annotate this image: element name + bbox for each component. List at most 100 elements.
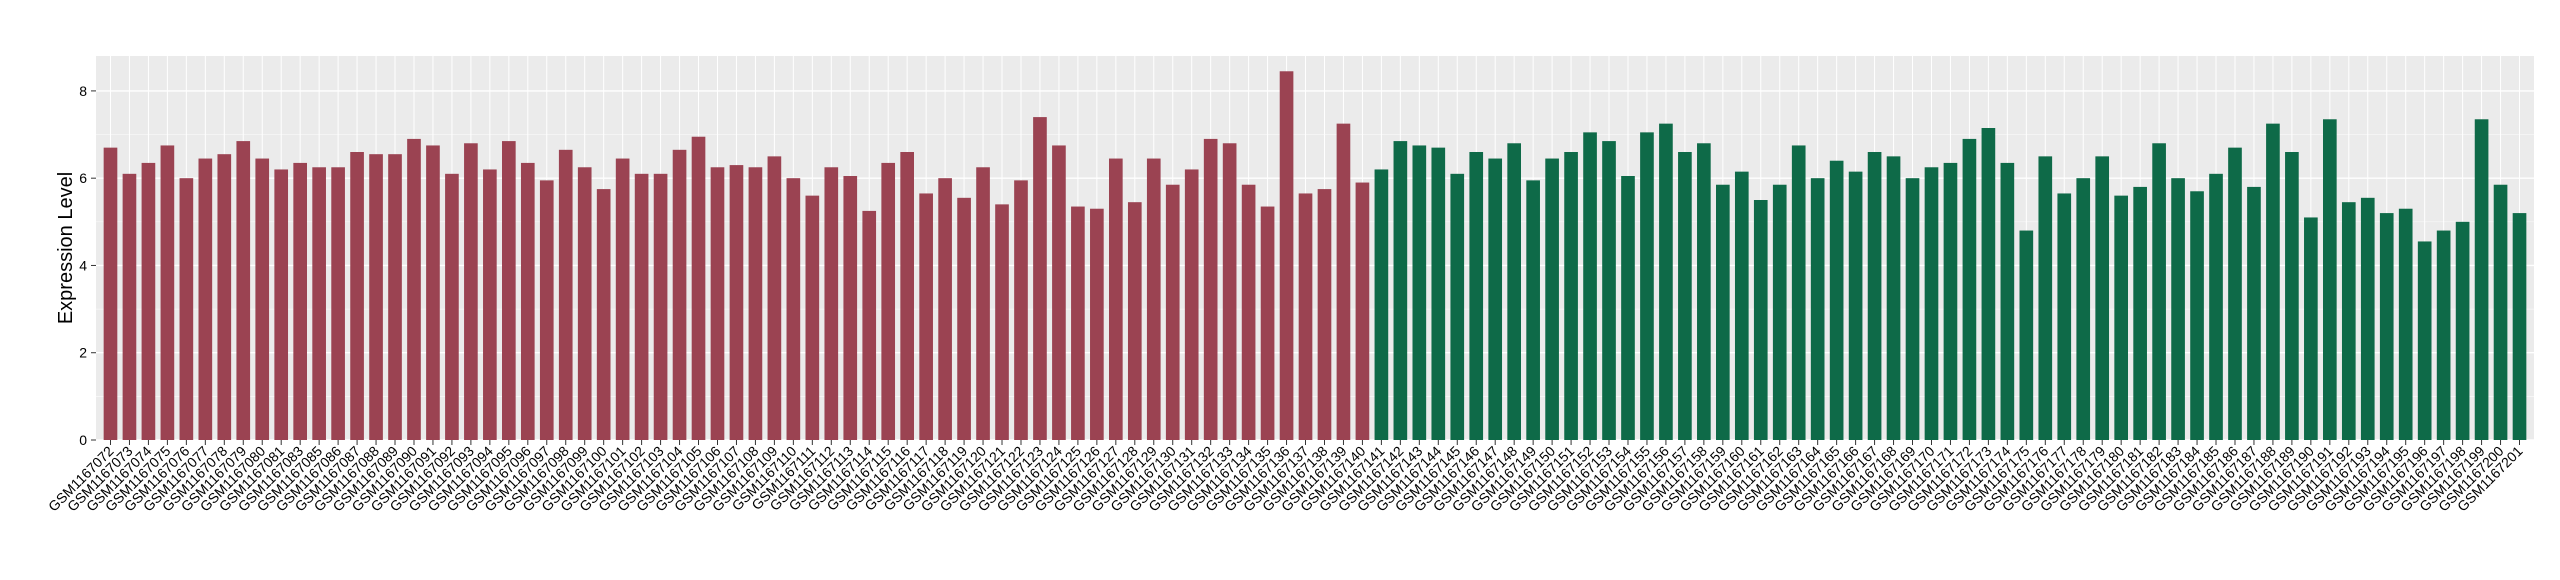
bar [160,145,175,441]
bar [236,141,251,440]
bar [976,167,990,441]
y-tick-label: 8 [79,83,87,99]
bar [900,152,915,440]
bar [596,189,611,440]
bar [1165,184,1180,440]
bar [2266,123,2280,441]
bar [2076,178,2091,440]
bar [1962,138,1977,440]
y-tick-label: 2 [79,345,87,361]
bar [2512,213,2527,440]
bar [2152,143,2166,441]
bar [2019,230,2034,440]
bar [729,165,744,440]
bar [1981,128,1996,440]
bar [1127,202,1142,440]
bar [464,143,478,441]
bar [1260,206,1275,440]
bar [2190,191,2204,440]
bar [957,197,971,440]
bar [2114,195,2129,440]
bar [1279,71,1294,440]
bar [805,195,820,440]
y-tick-label: 4 [79,257,87,273]
bar [103,147,118,441]
bar [1374,169,1389,441]
bar [312,167,326,441]
bar [1640,132,1654,440]
bar [1943,162,1958,440]
bar [1810,178,1825,440]
bar [1829,160,1844,440]
bar [501,141,516,440]
bar [1772,184,1787,440]
bar [919,193,933,440]
bar [1412,145,1427,441]
bar [1108,158,1123,440]
bar [2474,119,2489,440]
bar [1184,169,1199,441]
x-axis: GSM1167072GSM1167073GSM1167074GSM1167075… [45,440,2526,514]
bar [1450,173,1465,440]
bar [1393,141,1408,440]
bar [2341,202,2356,440]
bar [672,149,687,440]
bar [1090,208,1104,440]
bar [331,167,345,441]
bar [293,162,308,440]
bar [1071,206,1085,440]
bar [2228,147,2242,441]
bar [388,154,402,440]
bar [1734,171,1749,441]
bar [1317,189,1332,440]
bar [141,162,156,440]
bar [179,178,194,440]
y-axis-label: Expression Level [55,172,77,324]
bar [1355,182,1370,440]
bar [1697,143,1711,441]
bar [350,152,364,440]
bar [2304,217,2318,440]
bar [1583,132,1597,440]
bar [1469,152,1484,440]
bar [1488,158,1503,440]
bar [995,204,1009,440]
bar [2360,197,2375,440]
bar [710,167,725,441]
bar [122,173,137,440]
bar [577,167,592,441]
bar [1602,141,1616,440]
bar [2285,152,2299,440]
bar [483,169,497,441]
bar [2209,173,2223,440]
bar [2398,208,2413,440]
bar [558,149,573,440]
bar [2095,156,2110,440]
bar [2379,213,2394,440]
bar [198,158,213,440]
bar [1678,152,1692,440]
bar [2133,186,2147,440]
bar [1924,167,1939,441]
bar [2322,119,2337,440]
bar [2171,178,2185,440]
bar [1791,145,1806,441]
bar [2436,230,2451,440]
y-axis: 0 2 4 6 8 [79,83,96,448]
bar [938,178,952,440]
bar [1545,158,1559,440]
bar [539,180,554,440]
bar [1848,171,1863,441]
bar [786,178,801,440]
bar [1431,147,1446,441]
y-tick-label: 6 [79,170,87,186]
bar [1052,145,1066,441]
bar [1526,180,1540,440]
bars [103,71,2527,441]
bar [691,136,706,440]
bar [1621,176,1635,440]
bar [653,173,668,440]
bar [843,176,858,440]
bar [634,173,649,440]
